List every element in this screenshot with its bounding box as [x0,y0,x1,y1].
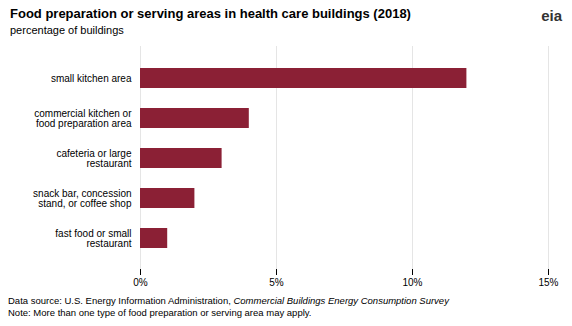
svg-text:0%: 0% [133,277,148,288]
svg-text:cafeteria or largerestaurant: cafeteria or largerestaurant [56,148,131,169]
svg-text:15%: 15% [538,277,558,288]
svg-text:10%: 10% [402,277,422,288]
svg-text:commercial kitchen orfood prep: commercial kitchen orfood preparation ar… [34,108,132,129]
svg-text:fast food or smallrestaurant: fast food or smallrestaurant [55,228,131,249]
svg-text:small kitchen area: small kitchen area [51,73,132,84]
html-text:eia: eia [541,7,562,24]
svg-text:snack bar, concessionstand, or: snack bar, concessionstand, or coffee sh… [33,188,132,209]
html-text:Note: More than one type of fo: Note: More than one type of food prepara… [8,307,312,319]
html-text:Food preparation or serving ar: Food preparation or serving areas in hea… [10,6,411,21]
html-text:percentage of buildings: percentage of buildings [10,24,124,36]
html-text:Data source: U.S. Energy Infor: Data source: U.S. Energy Information Adm… [8,295,449,306]
svg-text:5%: 5% [269,277,284,288]
